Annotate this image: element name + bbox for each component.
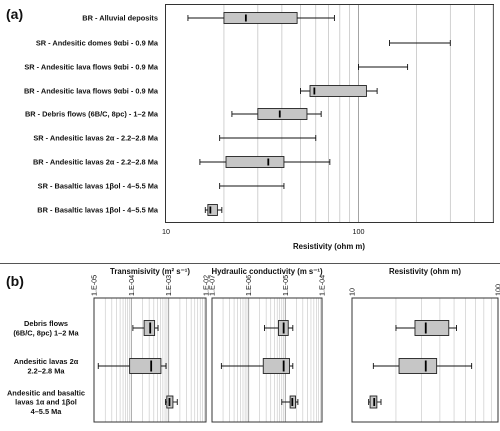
- panel-b-category-label-2-2: 4–5.5 Ma: [31, 407, 63, 416]
- panel-a-category-label-0: BR - Alluvial deposits: [82, 14, 158, 23]
- panel-b-sub0-box-1: [130, 359, 161, 374]
- panel-a-category-label-4: BR - Debris flows (6B/C, 8pc) - 1–2 Ma: [25, 110, 159, 119]
- panel-a-category-label-2: SR - Andesitic lava flows 9αbi - 0.9 Ma: [24, 63, 159, 72]
- panel-b-category-label-0-1: (6B/C, 8pc) 1–2 Ma: [13, 328, 79, 337]
- panel-b-label: (b): [6, 273, 24, 289]
- panel-b-sub1-x-tick-label-0: 1.E-07: [208, 275, 217, 296]
- panel-a-box-0: [224, 13, 297, 24]
- panel-a-category-label-1: SR - Andesitic domes 9αbi - 0.9 Ma: [36, 39, 159, 48]
- resistivity-title: Resistivity (ohm m): [389, 267, 461, 276]
- panel-b-sub2-box-0: [415, 321, 449, 336]
- panel-b-sub0-x-tick-label-1: 1.E-04: [127, 275, 136, 296]
- panel-a-ticks: 10 100: [162, 227, 364, 236]
- panel-a-box-8: [208, 205, 218, 216]
- panel-a-frame: [166, 5, 494, 223]
- panel-b: (b) Transmisivity (m² s⁻¹) 1.E-05 1.E-04 1…: [6, 267, 500, 422]
- panel-b-sub1-x-tick-label-2: 1.E-05: [281, 275, 290, 296]
- panel-b-sub2-x-tick-label-0: 10: [348, 288, 357, 296]
- panel-b-category-label-1-0: Andesitic lavas 2α: [14, 357, 79, 366]
- hydraulic-conductivity-title: Hydraulic conductivity (m s⁻¹): [211, 267, 323, 276]
- panel-b-sub1-x-tick-label-3: 1.E-04: [318, 275, 327, 296]
- panel-a-label: (a): [6, 6, 23, 22]
- panel-a-category-label-8: BR - Basaltic lavas 1βol - 4–5.5 Ma: [37, 206, 159, 215]
- panel-b-hydraulic-conductivity-subplot: Hydraulic conductivity (m s⁻¹) 1.E-07 1.E…: [208, 267, 327, 422]
- panel-b-sub2-box-1: [399, 359, 437, 374]
- panel-a-x-tick-label-0: 10: [162, 227, 170, 236]
- panel-b-sub1-x-tick-label-1: 1.E-06: [244, 275, 253, 296]
- panel-a-category-label-7: SR - Basaltic lavas 1βol - 4–5.5 Ma: [38, 182, 159, 191]
- panel-b-category-label-2-1: lavas 1α and 1βol: [15, 398, 77, 407]
- panel-a-category-label-6: BR - Andesitic lavas 2α - 2.2–2.8 Ma: [33, 158, 159, 167]
- transmissivity-title: Transmisivity (m² s⁻¹): [110, 267, 190, 276]
- panel-b-category-label-0-0: Debris flows: [24, 319, 68, 328]
- panel-b-category-label-1-1: 2.2–2.8 Ma: [28, 366, 66, 375]
- panel-a-x-tick-label-1: 100: [352, 227, 364, 236]
- panel-a: (a) BR - Alluvial deposits SR - Andesitic…: [6, 5, 494, 252]
- panel-a-box-3: [310, 86, 366, 97]
- panel-a-x-axis-label: Resistivity (ohm m): [293, 242, 365, 251]
- panel-b-categories: Debris flows(6B/C, 8pc) 1–2 Ma Andesitic …: [7, 319, 85, 416]
- panel-a-category-label-5: SR - Andesitic lavas 2α - 2.2–2.8 Ma: [33, 134, 159, 143]
- panel-a-boxes: [188, 13, 450, 216]
- panel-b-resistivity-subplot: Resistivity (ohm m) 10 100: [348, 267, 500, 422]
- panel-a-categories: BR - Alluvial deposits SR - Andesitic dom…: [24, 14, 159, 215]
- panel-b-sub2-x-tick-label-1: 100: [494, 284, 500, 296]
- panel-b-sub0-x-tick-label-2: 1.E-03: [164, 275, 173, 296]
- panel-b-sub0-x-tick-label-0: 1.E-05: [90, 275, 99, 296]
- panel-a-box-6: [226, 157, 284, 168]
- panel-b-category-label-2-0: Andesitic and basaltic: [7, 389, 85, 398]
- panel-b-sub1-box-1: [263, 359, 289, 374]
- panel-a-category-label-3: BR - Andesitic lava flows 9αbi - 0.9 Ma: [24, 87, 159, 96]
- panel-a-box-4: [258, 109, 307, 120]
- panel-b-transmissivity-subplot: Transmisivity (m² s⁻¹) 1.E-05 1.E-04 1.E-0…: [90, 267, 211, 422]
